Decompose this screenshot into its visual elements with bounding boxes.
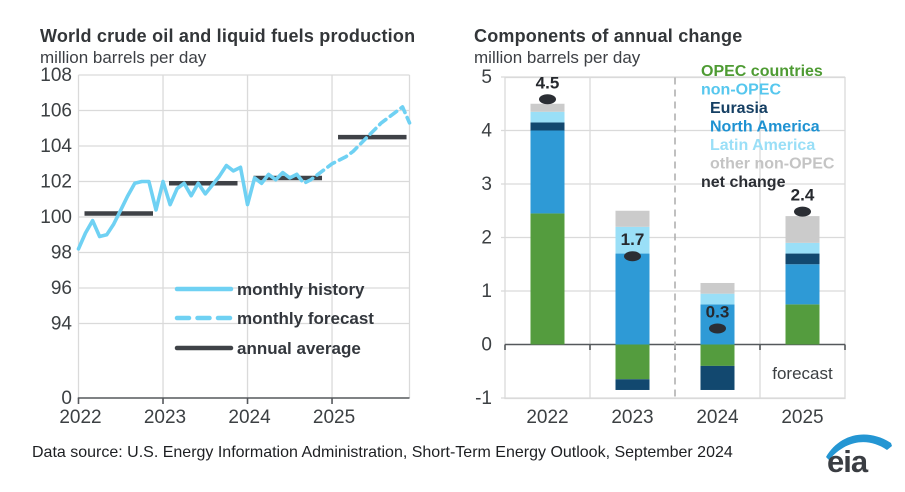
- right-y-tick-label: 5: [481, 67, 492, 88]
- net-change-label-2023: 1.7: [621, 230, 645, 249]
- net-change-label-2025: 2.4: [791, 186, 815, 205]
- eia-logo-swoosh-icon: [826, 434, 892, 460]
- net-change-label-2024: 0.3: [706, 302, 730, 321]
- net-change-marker-2022: [539, 94, 556, 105]
- right-y-tick-label: -1: [475, 388, 492, 409]
- left-legend-label-3: annual average: [237, 339, 361, 358]
- right-chart-title: Components of annual change: [474, 26, 743, 46]
- bar-segment-2022-latin-america: [530, 111, 565, 123]
- eia-logo: eia: [826, 434, 892, 479]
- bar-segment-2024-opec-countries: [700, 344, 735, 366]
- bar-segment-2025-north-america: [785, 264, 820, 305]
- left-x-tick-label: 2022: [59, 407, 101, 428]
- left-y-tick-label: 106: [40, 101, 72, 122]
- left-chart-subtitle: million barrels per day: [40, 48, 207, 67]
- bar-segment-2022-other-non-opec: [530, 103, 565, 112]
- bar-segment-2022-opec-countries: [530, 213, 565, 345]
- right-y-tick-label: 1: [481, 281, 492, 302]
- bar-segment-2023-eurasia: [615, 379, 650, 390]
- right-legend-label-eurasia: Eurasia: [710, 100, 768, 117]
- right-y-tick-label: 2: [481, 228, 492, 249]
- left-chart-title: World crude oil and liquid fuels product…: [40, 26, 416, 46]
- left-y-tick-label: 96: [51, 278, 72, 299]
- right-y-tick-label: 0: [481, 335, 492, 356]
- net-change-marker-2025: [794, 206, 811, 217]
- left-legend-label-2: monthly forecast: [237, 309, 374, 328]
- net-change-label-2022: 4.5: [536, 73, 560, 92]
- right-x-tick-label: 2023: [611, 407, 653, 428]
- right-x-tick-label: 2022: [526, 407, 568, 428]
- left-x-tick-label: 2023: [144, 407, 186, 428]
- forecast-label: forecast: [772, 364, 833, 383]
- monthly-forecast-line: [294, 105, 412, 186]
- left-legend-label-1: monthly history: [237, 280, 365, 299]
- right-legend-label-other-non-opec: other non-OPEC: [710, 156, 835, 173]
- data-source-note: Data source: U.S. Energy Information Adm…: [32, 444, 733, 461]
- left-y-tick-label: 104: [40, 136, 72, 157]
- bar-segment-2025-opec-countries: [785, 304, 820, 345]
- bar-segment-2023-north-america: [615, 253, 650, 345]
- right-chart-subtitle: million barrels per day: [474, 48, 641, 67]
- left-y-tick-label: 108: [40, 65, 72, 86]
- right-legend-label-latin-america: Latin America: [710, 137, 815, 154]
- left-x-tick-label: 2025: [313, 407, 355, 428]
- bar-segment-2022-eurasia: [530, 122, 565, 131]
- right-legend-label-non-opec: non-OPEC: [701, 82, 781, 99]
- bar-segment-2022-north-america: [530, 130, 565, 214]
- charts-canvas: 108106104102100989694//02022202320242025…: [40, 63, 846, 428]
- bar-segment-2024-eurasia: [700, 365, 735, 390]
- bar-segment-2024-other-non-opec: [700, 282, 735, 294]
- eia-logo-text: eia: [827, 444, 869, 479]
- right-legend-label-net-change: net change: [701, 174, 786, 191]
- left-y-zero-label: 0: [61, 388, 72, 409]
- right-legend-label-north-america: North America: [710, 119, 820, 136]
- bar-segment-2025-latin-america: [785, 242, 820, 254]
- left-y-tick-label: 102: [40, 172, 72, 193]
- right-legend-label-opec-countries: OPEC countries: [701, 63, 823, 80]
- monthly-history-line: [76, 163, 299, 251]
- bar-segment-2023-other-non-opec: [615, 210, 650, 227]
- left-y-tick-label: 98: [51, 243, 72, 264]
- bar-segment-2023-opec-countries: [615, 344, 650, 380]
- bar-segment-2025-eurasia: [785, 253, 820, 265]
- right-x-tick-label: 2024: [696, 407, 739, 428]
- net-change-marker-2023: [624, 251, 641, 262]
- right-x-tick-label: 2025: [781, 407, 823, 428]
- left-x-tick-label: 2024: [228, 407, 271, 428]
- left-y-tick-label: 100: [40, 207, 72, 228]
- bar-segment-2024-latin-america: [700, 293, 735, 305]
- left-y-tick-label: 94: [51, 314, 73, 335]
- right-y-tick-label: 3: [481, 174, 492, 195]
- bar-segment-2023-latin-america: [615, 226, 650, 254]
- net-change-marker-2024: [709, 323, 726, 334]
- right-y-tick-label: 4: [481, 121, 492, 142]
- bar-segment-2025-other-non-opec: [785, 216, 820, 243]
